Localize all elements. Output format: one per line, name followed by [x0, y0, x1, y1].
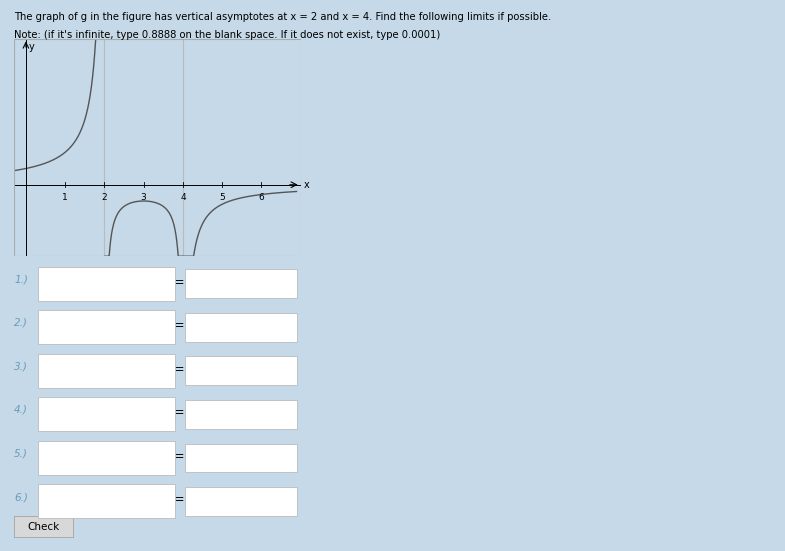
- Text: x→4⁻: x→4⁻: [47, 418, 67, 426]
- Text: =: =: [173, 406, 184, 419]
- Text: 2: 2: [101, 193, 108, 202]
- Text: =: =: [173, 450, 184, 463]
- Text: 6: 6: [258, 193, 265, 202]
- Text: lim: lim: [47, 489, 69, 503]
- Text: lim: lim: [47, 271, 69, 285]
- Text: 3.): 3.): [14, 361, 28, 371]
- Text: 4: 4: [180, 193, 186, 202]
- Text: 1: 1: [62, 193, 68, 202]
- Text: lim: lim: [47, 402, 69, 416]
- Text: x: x: [304, 180, 309, 190]
- Text: 5.): 5.): [14, 449, 28, 458]
- Text: lim: lim: [47, 445, 69, 460]
- Text: Check: Check: [27, 522, 60, 532]
- Text: g(x): g(x): [102, 319, 128, 332]
- Text: x→2⁻: x→2⁻: [47, 287, 67, 296]
- Text: x→2: x→2: [47, 374, 63, 383]
- Text: 3: 3: [141, 193, 147, 202]
- Text: g(x): g(x): [102, 276, 128, 289]
- Text: x→4: x→4: [47, 505, 63, 514]
- Text: x→2⁺: x→2⁺: [47, 331, 67, 339]
- Text: =: =: [173, 363, 184, 376]
- Text: g(x): g(x): [102, 450, 128, 463]
- Text: 2.): 2.): [14, 318, 28, 328]
- Text: 5: 5: [219, 193, 225, 202]
- Text: g(x): g(x): [102, 406, 128, 419]
- Text: =: =: [173, 319, 184, 332]
- Text: Note: (if it's infinite, type 0.8888 on the blank space. If it does not exist, t: Note: (if it's infinite, type 0.8888 on …: [14, 30, 440, 40]
- Text: y: y: [29, 42, 35, 52]
- Text: lim: lim: [47, 358, 69, 372]
- Text: lim: lim: [47, 315, 69, 329]
- Text: x→4⁺: x→4⁺: [47, 461, 67, 470]
- Text: 6.): 6.): [14, 492, 28, 502]
- Text: 4.): 4.): [14, 405, 28, 415]
- Text: 1.): 1.): [14, 274, 28, 284]
- Text: g(x): g(x): [102, 363, 128, 376]
- Text: =: =: [173, 493, 184, 506]
- Text: =: =: [173, 276, 184, 289]
- Text: g(x): g(x): [102, 493, 128, 506]
- Text: The graph of g in the figure has vertical asymptotes at x = 2 and x = 4. Find th: The graph of g in the figure has vertica…: [14, 12, 551, 22]
